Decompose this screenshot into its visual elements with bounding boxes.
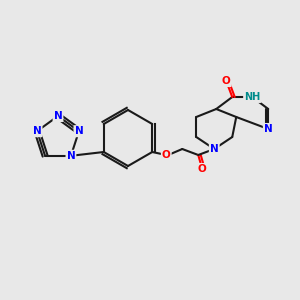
Text: N: N bbox=[74, 126, 83, 136]
Text: O: O bbox=[222, 76, 231, 86]
Text: O: O bbox=[198, 164, 207, 174]
Text: N: N bbox=[210, 144, 219, 154]
Text: O: O bbox=[162, 150, 171, 160]
Text: N: N bbox=[54, 111, 62, 121]
Text: NH: NH bbox=[244, 92, 260, 102]
Text: N: N bbox=[33, 126, 41, 136]
Text: N: N bbox=[67, 151, 75, 161]
Text: N: N bbox=[264, 124, 273, 134]
